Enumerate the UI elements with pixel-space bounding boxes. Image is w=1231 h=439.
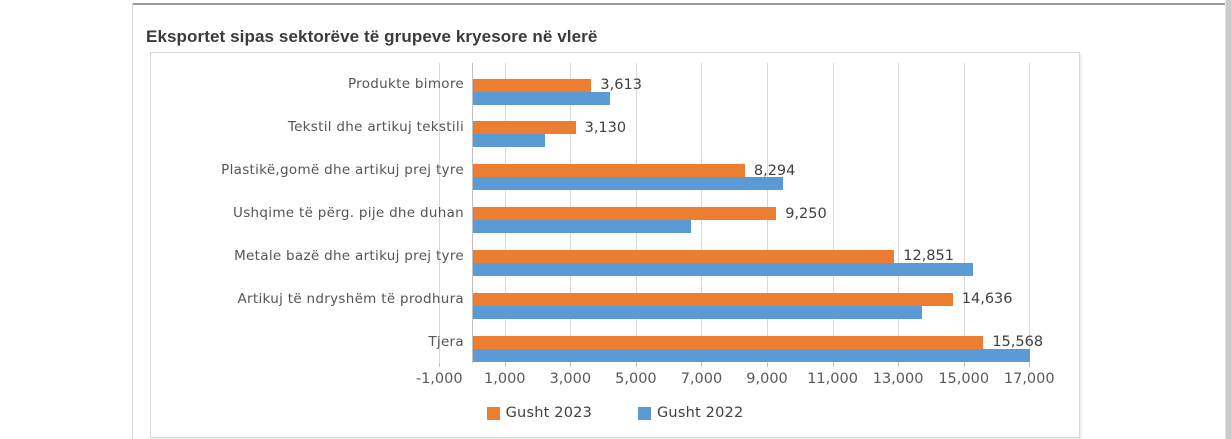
- bar-gusht-2022: [473, 262, 974, 276]
- legend-swatch-icon: [638, 406, 651, 420]
- data-label: 9,250: [785, 205, 827, 222]
- x-axis-tick-label: 1,000: [484, 371, 526, 387]
- x-axis-tick-label: 3,000: [549, 371, 592, 387]
- data-label: 14,636: [961, 291, 1013, 308]
- bar-gusht-2022: [473, 220, 691, 234]
- legend-label: Gusht 2022: [657, 405, 744, 421]
- data-label: 3,613: [600, 77, 642, 93]
- category-axis-line: [472, 63, 473, 363]
- bar-gusht-2023: [473, 78, 592, 92]
- bar-gusht-2022: [473, 91, 610, 105]
- bar-gusht-2023: [473, 249, 895, 263]
- category-label: Tekstil dhe artikuj tekstili: [287, 119, 464, 136]
- x-axis-tick-label: 17,000: [1003, 371, 1055, 387]
- x-axis-tick: [570, 363, 572, 367]
- x-axis-tick-label: 9,000: [746, 371, 788, 387]
- category-label: Ushqime të përg. pije dhe duhan: [233, 204, 464, 221]
- chart-title: Eksportet sipas sektorëve të grupeve kry…: [146, 27, 598, 47]
- x-gridline: [963, 63, 965, 363]
- chart-area: -1,000 1,000 3,000 5,000 7,000 9,000 11,000 13,…: [150, 52, 1080, 438]
- category-label: Tjera: [428, 333, 464, 350]
- legend-label: Gusht 2023: [505, 405, 592, 421]
- data-label: 15,568: [992, 334, 1044, 351]
- category-label: Produkte bimore: [347, 76, 464, 93]
- bar-gusht-2022: [473, 177, 784, 191]
- bar-gusht-2022: [473, 305, 923, 319]
- x-axis-tick-label: 13,000: [872, 371, 924, 387]
- page-top-border: [132, 3, 1225, 5]
- page-left-border: [132, 3, 133, 439]
- x-gridline: [1029, 63, 1031, 363]
- x-axis-tick: [1029, 363, 1031, 367]
- x-axis-tick: [504, 363, 506, 367]
- x-axis-tick: [701, 363, 703, 367]
- chart-legend: Gusht 2023 Gusht 2022: [151, 405, 1079, 421]
- bar-gusht-2023: [473, 164, 745, 178]
- legend-item-gusht-2023: Gusht 2023: [486, 405, 592, 421]
- x-axis-tick-label: 15,000: [938, 371, 990, 387]
- x-gridline: [832, 63, 834, 363]
- bar-gusht-2023: [473, 121, 576, 135]
- legend-swatch-icon: [486, 406, 500, 420]
- vertical-scrollbar[interactable]: [1225, 0, 1231, 439]
- x-axis-tick: [635, 363, 637, 367]
- x-axis-tick-label: 11,000: [807, 371, 858, 387]
- x-gridline: [898, 63, 900, 363]
- x-axis-tick: [439, 363, 441, 367]
- bar-gusht-2023: [473, 335, 984, 349]
- bar-gusht-2023: [473, 207, 777, 221]
- x-axis-tick: [832, 363, 834, 367]
- data-label: 12,851: [903, 248, 954, 265]
- x-axis-tick-label: -1,000: [415, 371, 463, 387]
- x-axis-tick-label: 5,000: [615, 371, 657, 387]
- data-label: 8,294: [753, 162, 796, 179]
- x-axis-tick: [767, 363, 769, 367]
- bar-gusht-2022: [473, 348, 1030, 362]
- category-label: Plastikë,gomë dhe artikuj prej tyre: [221, 162, 464, 179]
- category-label: Metale bazë dhe artikuj prej tyre: [234, 247, 464, 264]
- plot-area: -1,000 1,000 3,000 5,000 7,000 9,000 11,000 13,…: [151, 53, 1079, 437]
- x-axis-tick: [898, 363, 900, 367]
- x-axis-tick: [963, 363, 965, 367]
- category-label: Artikuj të ndryshëm të prodhura: [237, 290, 464, 307]
- data-label: 3,130: [584, 119, 627, 136]
- legend-item-gusht-2022: Gusht 2022: [638, 405, 743, 421]
- bar-gusht-2023: [473, 292, 953, 306]
- x-gridline: [439, 63, 441, 363]
- x-axis-tick-label: 7,000: [680, 371, 723, 387]
- bar-gusht-2022: [473, 134, 545, 148]
